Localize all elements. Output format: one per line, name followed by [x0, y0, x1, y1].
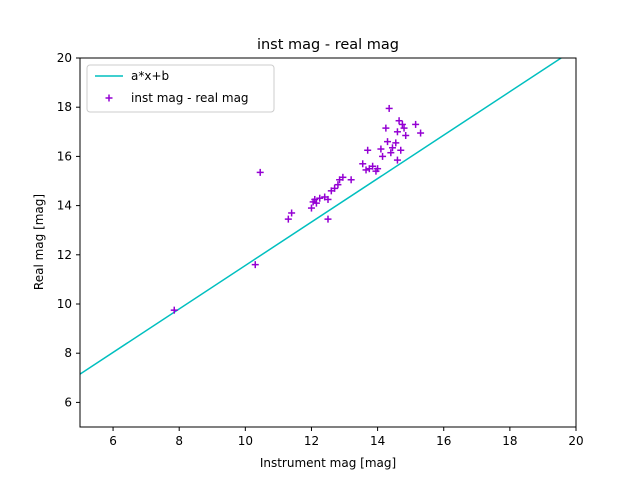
scatter-point	[339, 173, 347, 181]
scatter-point	[393, 128, 401, 136]
legend-box	[86, 64, 275, 113]
scatter-point	[382, 124, 390, 132]
scatter-point	[387, 149, 395, 157]
scatter-point	[369, 162, 377, 170]
scatter-point	[412, 120, 420, 128]
scatter-point	[379, 152, 387, 160]
x-tick-label: 6	[109, 434, 117, 448]
scatter-point	[347, 176, 355, 184]
scatter-point	[362, 166, 370, 174]
scatter-point	[324, 195, 332, 203]
scatter-point	[392, 139, 400, 147]
x-axis-label: Instrument mag [mag]	[260, 456, 396, 470]
scatter-point	[384, 138, 392, 146]
y-tick-label: 8	[64, 346, 72, 360]
plot-frame	[79, 57, 577, 428]
chart-title: inst mag - real mag	[257, 37, 399, 53]
scatter-point	[385, 104, 393, 112]
scatter-point	[307, 204, 315, 212]
scatter-point	[395, 117, 403, 125]
scatter-point	[256, 168, 264, 176]
y-axis-label: Real mag [mag]	[32, 194, 46, 290]
plot-area	[80, 58, 562, 375]
x-tick-label: 10	[238, 434, 253, 448]
x-axis: 6 8 10 12 14 16 18 20	[109, 427, 584, 448]
y-tick-label: 16	[57, 149, 72, 163]
y-tick-label: 12	[57, 248, 72, 262]
x-tick-label: 18	[502, 434, 517, 448]
scatter-point	[288, 209, 296, 217]
scatter-point	[284, 215, 292, 223]
fit-line	[80, 58, 562, 375]
y-tick-label: 18	[57, 100, 72, 114]
scatter-point	[398, 120, 406, 128]
scatter-point	[393, 156, 401, 164]
legend: a*x+b inst mag - real mag	[86, 64, 275, 113]
scatter-point	[331, 184, 339, 192]
x-tick-label: 8	[175, 434, 183, 448]
scatter-point	[417, 129, 425, 137]
y-tick-label: 6	[64, 395, 72, 409]
scatter-point	[374, 165, 382, 173]
x-tick-label: 12	[304, 434, 319, 448]
legend-label-fit-line: a*x+b	[131, 69, 169, 83]
scatter-point	[316, 194, 324, 202]
scatter-point	[364, 146, 372, 154]
scatter-point	[400, 124, 408, 132]
x-tick-label: 16	[436, 434, 451, 448]
scatter-point	[402, 131, 410, 139]
legend-label-scatter: inst mag - real mag	[131, 91, 249, 105]
scatter-point	[377, 145, 385, 153]
scatter-point	[397, 146, 405, 154]
scatter-point	[170, 306, 178, 314]
scatter-point	[324, 215, 332, 223]
y-tick-label: 14	[57, 199, 72, 213]
y-tick-label: 10	[57, 297, 72, 311]
scatter-point	[359, 160, 367, 168]
scatter-point	[334, 181, 342, 189]
x-tick-label: 20	[568, 434, 583, 448]
y-tick-label: 20	[57, 51, 72, 65]
scatter-point	[312, 199, 320, 207]
x-tick-label: 14	[370, 434, 385, 448]
scatter-point	[251, 261, 259, 269]
legend-plus-marker	[105, 94, 113, 102]
scatter-point	[388, 144, 396, 152]
y-axis: 6 8 10 12 14 16 18 20	[57, 51, 80, 409]
scatter-point	[311, 195, 319, 203]
